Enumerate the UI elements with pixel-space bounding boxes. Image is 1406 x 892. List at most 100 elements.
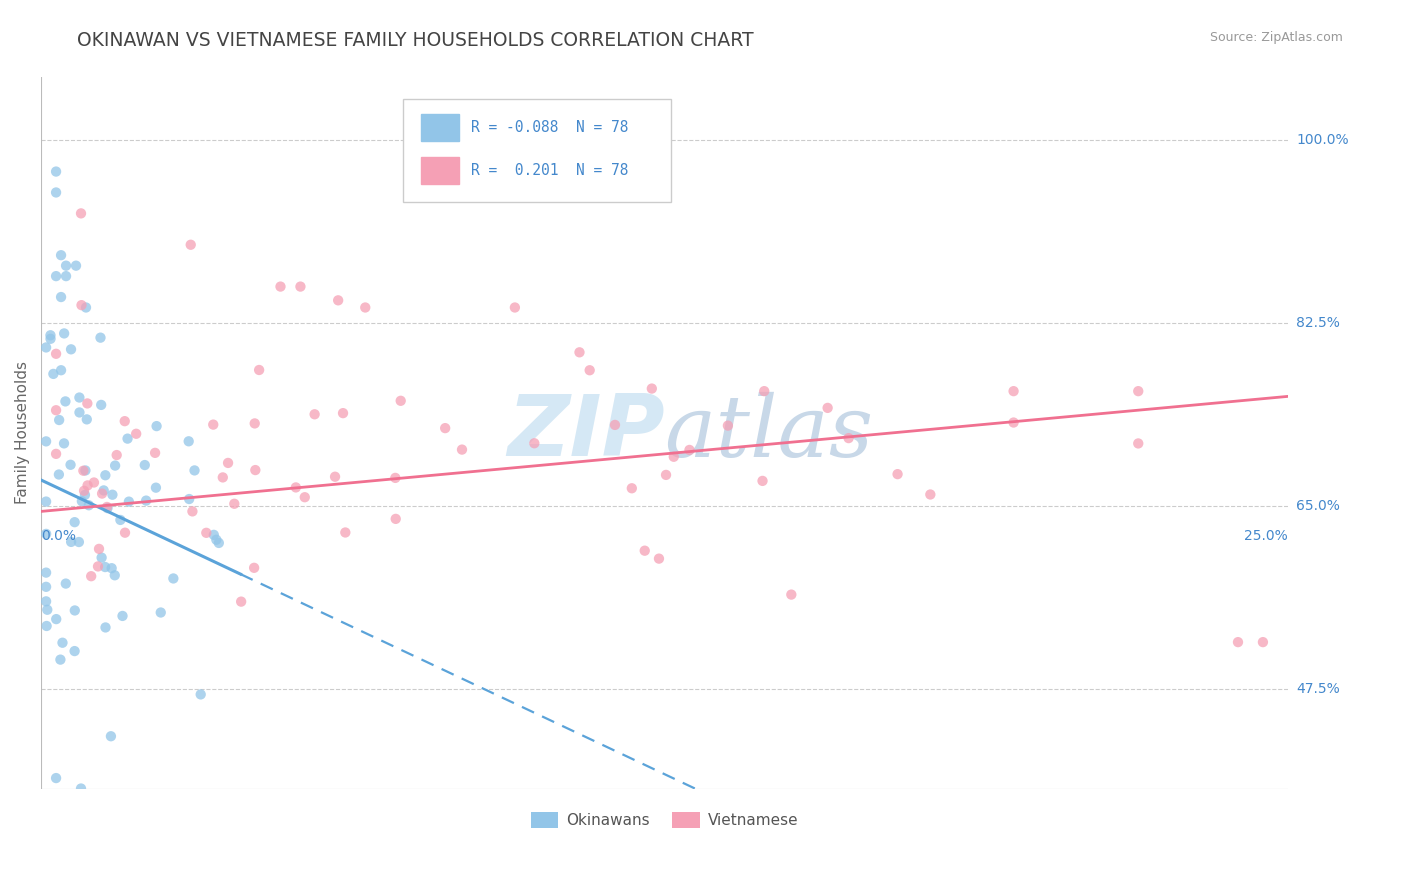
Point (70, 781, 93, 796)
Text: 65.0%: 65.0% (1296, 500, 1340, 513)
Point (91, 486, 114, 500)
FancyBboxPatch shape (402, 99, 671, 202)
Point (323, 469, 346, 483)
Point (211, 470, 233, 484)
Point (838, 431, 860, 445)
Point (886, 467, 908, 482)
Point (49, 363, 72, 377)
Point (45, 186, 67, 200)
Point (114, 414, 136, 428)
Point (83, 475, 105, 490)
Text: R =  0.201  N = 78: R = 0.201 N = 78 (471, 163, 628, 178)
Legend: Okinawans, Vietnamese: Okinawans, Vietnamese (524, 806, 804, 834)
Point (110, 513, 132, 527)
Point (67, 535, 90, 549)
Point (48, 413, 70, 427)
Point (60, 343, 83, 357)
Point (77, 498, 100, 512)
Point (53, 326, 76, 341)
Point (75, 463, 97, 477)
Point (39, 328, 62, 343)
Point (55, 259, 77, 273)
Text: R = -0.088  N = 78: R = -0.088 N = 78 (471, 120, 628, 136)
Point (42, 367, 65, 381)
Point (1128, 384, 1150, 399)
Point (451, 442, 474, 457)
Point (80, 569, 103, 583)
Point (90, 550, 112, 565)
Point (655, 467, 678, 482)
Point (76, 396, 98, 410)
Point (335, 525, 357, 540)
Point (45, 347, 67, 361)
Point (243, 561, 266, 575)
Point (195, 525, 218, 540)
Point (717, 418, 740, 433)
Point (389, 393, 412, 408)
Point (67, 391, 90, 405)
Point (104, 458, 127, 473)
Text: 47.5%: 47.5% (1296, 682, 1340, 696)
Point (751, 474, 773, 488)
Point (117, 432, 139, 446)
Point (162, 571, 184, 585)
Point (247, 363, 270, 377)
Point (73, 488, 96, 502)
Point (94, 620, 117, 634)
Point (100, 561, 122, 575)
Point (118, 494, 141, 508)
Text: atlas: atlas (665, 392, 873, 475)
Point (920, 487, 942, 501)
Point (202, 528, 225, 542)
Point (49, 290, 72, 304)
Point (294, 490, 316, 504)
Point (224, 497, 246, 511)
Text: 82.5%: 82.5% (1296, 316, 1340, 330)
Point (76, 478, 98, 492)
Point (45, 792, 67, 806)
Point (354, 301, 377, 315)
Point (39, 332, 62, 346)
Point (290, 279, 312, 293)
Point (603, 417, 626, 432)
Point (35, 341, 58, 355)
Text: ZIP: ZIP (506, 392, 665, 475)
Point (183, 463, 205, 477)
Point (59, 458, 82, 472)
Point (1251, 635, 1274, 649)
Point (45, 447, 67, 461)
Point (73, 483, 96, 498)
Point (105, 448, 128, 462)
Point (35, 527, 58, 541)
Point (70, 206, 93, 220)
Point (135, 493, 157, 508)
Point (284, 480, 307, 494)
Point (662, 450, 685, 464)
Point (384, 471, 406, 485)
Point (87, 541, 110, 556)
Point (60, 535, 83, 549)
Point (143, 446, 166, 460)
Point (217, 456, 239, 470)
Point (48, 467, 70, 482)
Point (1227, 635, 1250, 649)
Point (754, 384, 776, 399)
Point (63, 515, 86, 529)
Point (208, 536, 231, 550)
Point (96, 500, 118, 514)
Point (90, 398, 112, 412)
Point (55, 576, 77, 591)
Point (111, 609, 134, 624)
Point (648, 551, 671, 566)
Point (243, 417, 266, 431)
Point (114, 525, 136, 540)
Point (503, 301, 526, 315)
Point (37, 603, 59, 617)
Point (205, 533, 228, 547)
Point (678, 442, 700, 457)
Point (49, 652, 72, 666)
Point (328, 293, 350, 308)
Point (434, 421, 457, 435)
Point (45, 771, 67, 785)
Point (55, 394, 77, 409)
